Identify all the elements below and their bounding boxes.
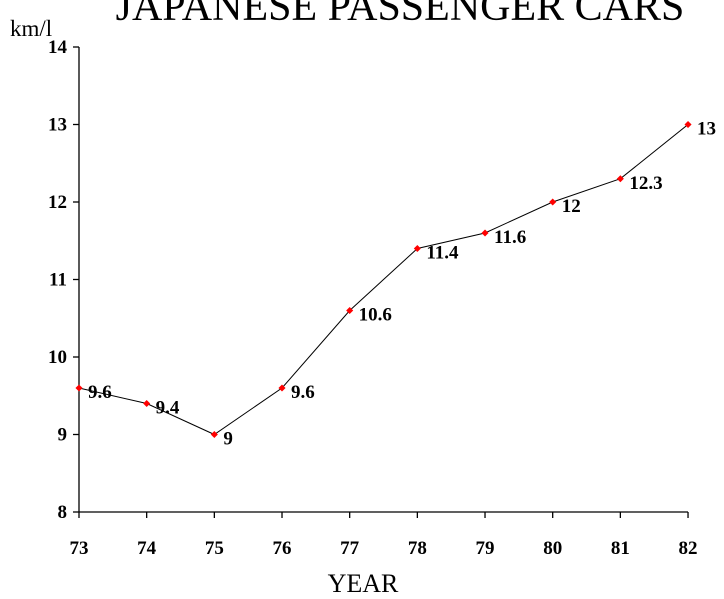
x-tick-label: 80: [543, 538, 562, 559]
x-tick-label: 79: [476, 538, 495, 559]
x-ticks: 73 74 75 76 77 78 79 80 81 82: [70, 512, 698, 559]
data-label: 9.6: [291, 382, 315, 403]
data-point: [346, 306, 354, 315]
x-tick-label: 82: [679, 538, 698, 559]
x-tick-label: 77: [340, 538, 360, 559]
data-label: 12: [562, 196, 581, 217]
data-point: [210, 430, 218, 439]
x-tick-label: 81: [611, 538, 630, 559]
x-tick-label: 76: [273, 538, 292, 559]
data-label: 10.6: [359, 305, 392, 326]
data-label: 9.6: [88, 382, 112, 403]
x-axis-title: YEAR: [328, 569, 399, 598]
y-tick-label: 11: [49, 270, 67, 291]
y-tick-label: 14: [48, 37, 68, 58]
data-label: 12.3: [629, 173, 662, 194]
x-tick-label: 78: [408, 538, 427, 559]
data-label: 9.4: [156, 398, 180, 419]
data-point: [278, 384, 286, 392]
y-ticks: 8 9 10 11 12 13 14: [48, 37, 79, 523]
data-label: 11.4: [426, 243, 459, 264]
data-label: 13: [697, 119, 716, 140]
data-point: [684, 120, 692, 129]
x-tick-label: 74: [137, 538, 157, 559]
series-group: 9.6 9.4 9 9.6 10.6 11.4 11.6 12 12.3 13: [75, 119, 716, 450]
data-label: 9: [223, 429, 233, 450]
y-tick-label: 9: [58, 425, 68, 446]
y-tick-label: 10: [48, 347, 67, 368]
y-tick-label: 12: [48, 192, 67, 213]
data-point: [549, 198, 557, 206]
chart-title: JAPANESE PASSENGER CARS: [116, 0, 685, 30]
x-tick-label: 75: [205, 538, 224, 559]
y-axis-title: km/l: [10, 16, 52, 41]
x-tick-label: 73: [70, 538, 89, 559]
y-tick-label: 13: [48, 115, 67, 136]
y-tick-label: 8: [58, 502, 68, 523]
data-label: 11.6: [494, 227, 526, 248]
series-line: [78, 124, 689, 436]
data-point: [143, 399, 151, 408]
data-point: [75, 384, 83, 392]
data-point: [413, 244, 421, 253]
data-point: [481, 229, 489, 237]
data-point: [616, 175, 624, 183]
